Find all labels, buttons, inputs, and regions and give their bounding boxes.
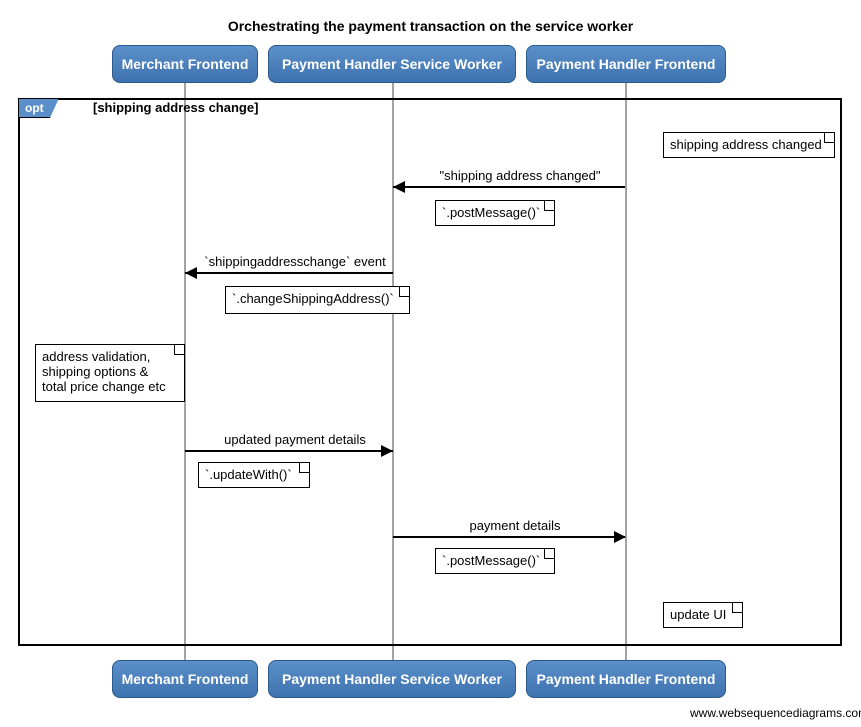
msg-payment-details-label: payment details [455,518,575,533]
participant-service-worker-top: Payment Handler Service Worker [268,45,516,83]
msg-shipping-changed-arrowhead [393,181,405,193]
diagram-title: Orchestrating the payment transaction on… [0,18,861,34]
msg-updated-payment-details-arrowhead [381,445,393,457]
msg-payment-details-arrowhead [614,531,626,543]
msg-payment-details-arrow [393,536,625,538]
note-address-validation: address validation, shipping options & t… [35,344,185,402]
note-update-ui: update UI [663,602,743,628]
opt-guard: [shipping address change] [93,100,258,115]
note-address-validation-l3: total price change etc [42,379,166,394]
participant-handler-frontend-top: Payment Handler Frontend [526,45,726,83]
participant-handler-frontend-bottom: Payment Handler Frontend [526,660,726,698]
msg-shipping-changed-arrow [393,186,625,188]
note-address-validation-l2: shipping options & [42,364,148,379]
msg-shippingaddresschange-label: `shippingaddresschange` event [195,254,395,269]
note-postmessage-2: `.postMessage()` [435,548,555,574]
note-change-shipping-address: `.changeShippingAddress()` [225,286,410,314]
note-address-validation-l1: address validation, [42,349,150,364]
msg-updated-payment-details-arrow [185,450,393,452]
msg-updated-payment-details-label: updated payment details [210,432,380,447]
participant-merchant-top: Merchant Frontend [112,45,258,83]
msg-shippingaddresschange-arrow [185,272,393,274]
note-postmessage-1: `.postMessage()` [435,200,555,226]
msg-shipping-changed-label: "shipping address changed" [430,168,610,183]
participant-service-worker-bottom: Payment Handler Service Worker [268,660,516,698]
footer-link[interactable]: www.websequencediagrams.com [690,706,861,720]
msg-shippingaddresschange-arrowhead [185,267,197,279]
note-shipping-address-changed: shipping address changed [663,132,835,158]
participant-merchant-bottom: Merchant Frontend [112,660,258,698]
note-updatewith: `.updateWith()` [198,462,310,488]
